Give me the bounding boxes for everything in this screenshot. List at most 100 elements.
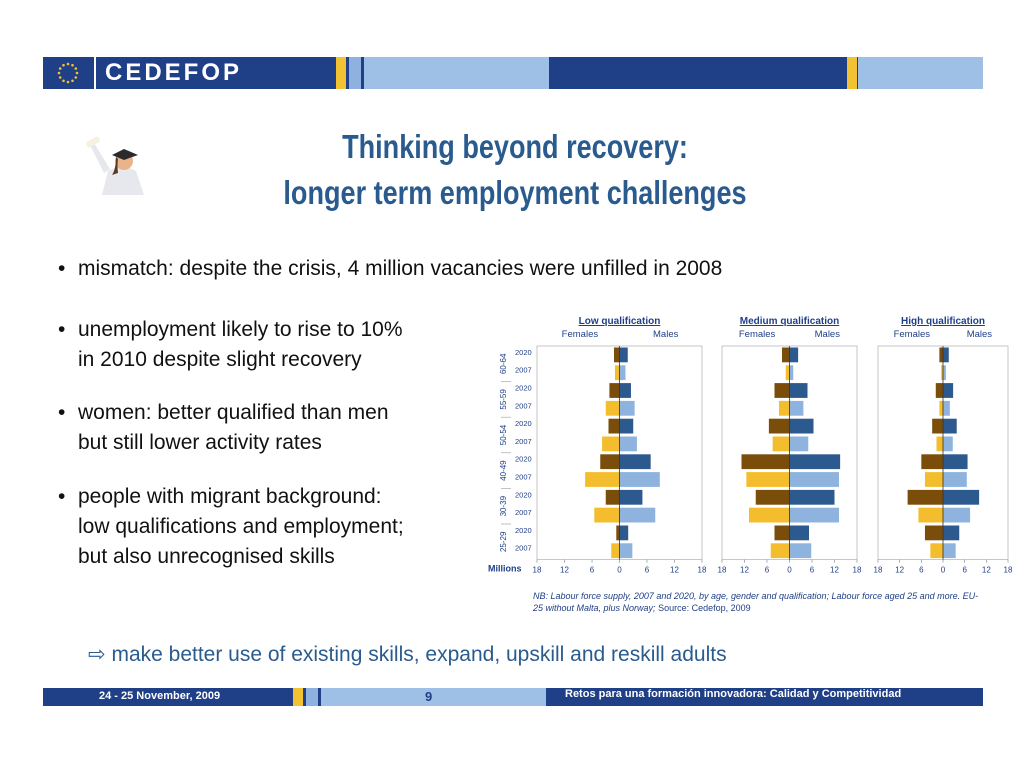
bar-female-30-39-2007 [594,507,620,523]
bar-male-60-64-2020 [789,347,799,363]
bullet-text: low qualifications and employment; [78,515,404,538]
bar-female-40-49-2020 [741,454,790,470]
eu-star [75,71,79,75]
bar-male-55-59-2007 [789,400,804,416]
bar-female-25-29-2020 [616,525,620,541]
bar-male-30-39-2020 [943,489,980,505]
banner-accent-light [858,57,983,89]
bar-male-55-59-2020 [789,383,808,398]
bar-male-55-59-2007 [619,400,635,416]
footer-accent-light [321,688,546,706]
x-tick-label: 12 [895,566,904,575]
x-tick-label: 6 [645,566,650,575]
bar-male-40-49-2020 [943,454,968,470]
bar-female-50-54-2020 [608,418,620,434]
year-label: 2007 [515,401,532,410]
age-group-label: 60-64 [499,353,508,374]
bar-male-25-29-2007 [619,543,633,559]
side-label-males: Males [653,329,679,340]
x-tick-label: 12 [740,566,749,575]
bar-male-25-29-2020 [789,525,809,541]
bar-female-30-39-2007 [918,507,943,523]
bar-male-40-49-2007 [789,472,839,487]
age-group-label: 55-59 [499,389,508,410]
x-tick-label: 18 [1004,566,1013,575]
age-group-label: 25-29 [499,531,508,552]
side-label-males: Males [815,329,841,340]
side-label-males: Males [967,329,993,340]
bar-female-60-64-2007 [785,365,790,381]
footer-bar: 24 - 25 November, 2009 9 Retos para una … [43,688,983,706]
bullet-text: unemployment likely to rise to 10% [78,318,403,341]
conclusion-text: make better use of existing skills, expa… [111,643,727,666]
banner-accent-light [349,57,361,89]
bar-female-50-54-2007 [772,436,790,452]
x-tick-label: 0 [941,566,946,575]
eu-star [71,79,74,83]
footer-date: 24 - 25 November, 2009 [99,690,221,702]
x-tick-label: 12 [560,566,569,575]
eu-star [62,79,65,83]
bar-female-40-49-2007 [746,472,790,487]
x-tick-label: 12 [982,566,991,575]
bar-female-55-59-2020 [774,383,790,398]
bar-male-50-54-2020 [789,418,814,434]
conclusion: ⇨ make better use of existing skills, ex… [88,642,727,667]
bullet-symbol: • [58,257,66,280]
title-line-2: longer term employment challenges [283,174,747,211]
footer-accent-light [306,688,318,706]
footer-tagline: Retos para una formación innovadora: Cal… [565,688,902,700]
bar-female-55-59-2020 [935,383,943,398]
year-label: 2007 [515,437,532,446]
bar-male-40-49-2020 [789,454,841,470]
bar-female-60-64-2020 [782,347,790,363]
bullet-unemployment: • unemployment likely to rise to 10% in 2… [58,315,403,375]
bar-male-50-54-2007 [619,436,637,452]
eu-star [62,63,65,67]
bar-male-55-59-2020 [943,383,954,398]
year-label: 2020 [515,526,532,535]
bar-male-25-29-2007 [789,543,812,559]
bullet-text: but still lower activity rates [78,431,322,454]
year-label: 2020 [515,455,532,464]
x-tick-label: 0 [617,566,622,575]
bar-female-25-29-2020 [774,525,790,541]
bar-male-50-54-2007 [789,436,809,452]
title-line-1: Thinking beyond recovery: [342,128,688,165]
bar-male-55-59-2020 [619,383,631,398]
bar-female-25-29-2007 [770,543,790,559]
eu-star [66,80,70,84]
bar-male-40-49-2007 [619,472,660,487]
bar-male-50-54-2007 [943,436,953,452]
banner-accent-light [364,57,549,89]
x-tick-label: 6 [962,566,967,575]
bullet-text: people with migrant background: [78,485,382,508]
bullet-symbol: • [58,485,66,508]
x-tick-label: 18 [533,566,542,575]
eu-star [57,71,61,75]
bar-male-60-64-2020 [943,347,949,363]
footer-accent-gold [293,688,303,706]
bar-female-30-39-2020 [907,489,943,505]
banner-accent-gold [847,57,857,89]
year-label: 2007 [515,544,532,553]
eu-star [58,76,62,79]
bullet-women: • women: better qualified than men but st… [58,398,389,458]
x-tick-label: 18 [853,566,862,575]
x-tick-label: 6 [765,566,770,575]
bar-female-50-54-2007 [936,436,943,452]
bar-female-40-49-2007 [924,472,943,487]
bar-female-40-49-2007 [585,472,620,487]
bullet-symbol: • [58,318,66,341]
bar-female-55-59-2007 [939,400,943,416]
bar-female-25-29-2007 [611,543,620,559]
bullet-symbol: • [58,401,66,424]
year-label: 2020 [515,419,532,428]
bar-female-40-49-2020 [921,454,943,470]
bar-female-30-39-2020 [755,489,790,505]
eu-star [74,67,78,70]
header-banner: CEDEFOP [43,57,983,89]
bar-male-25-29-2020 [619,525,629,541]
bar-male-60-64-2007 [789,365,794,381]
side-label-females: Females [894,329,931,340]
